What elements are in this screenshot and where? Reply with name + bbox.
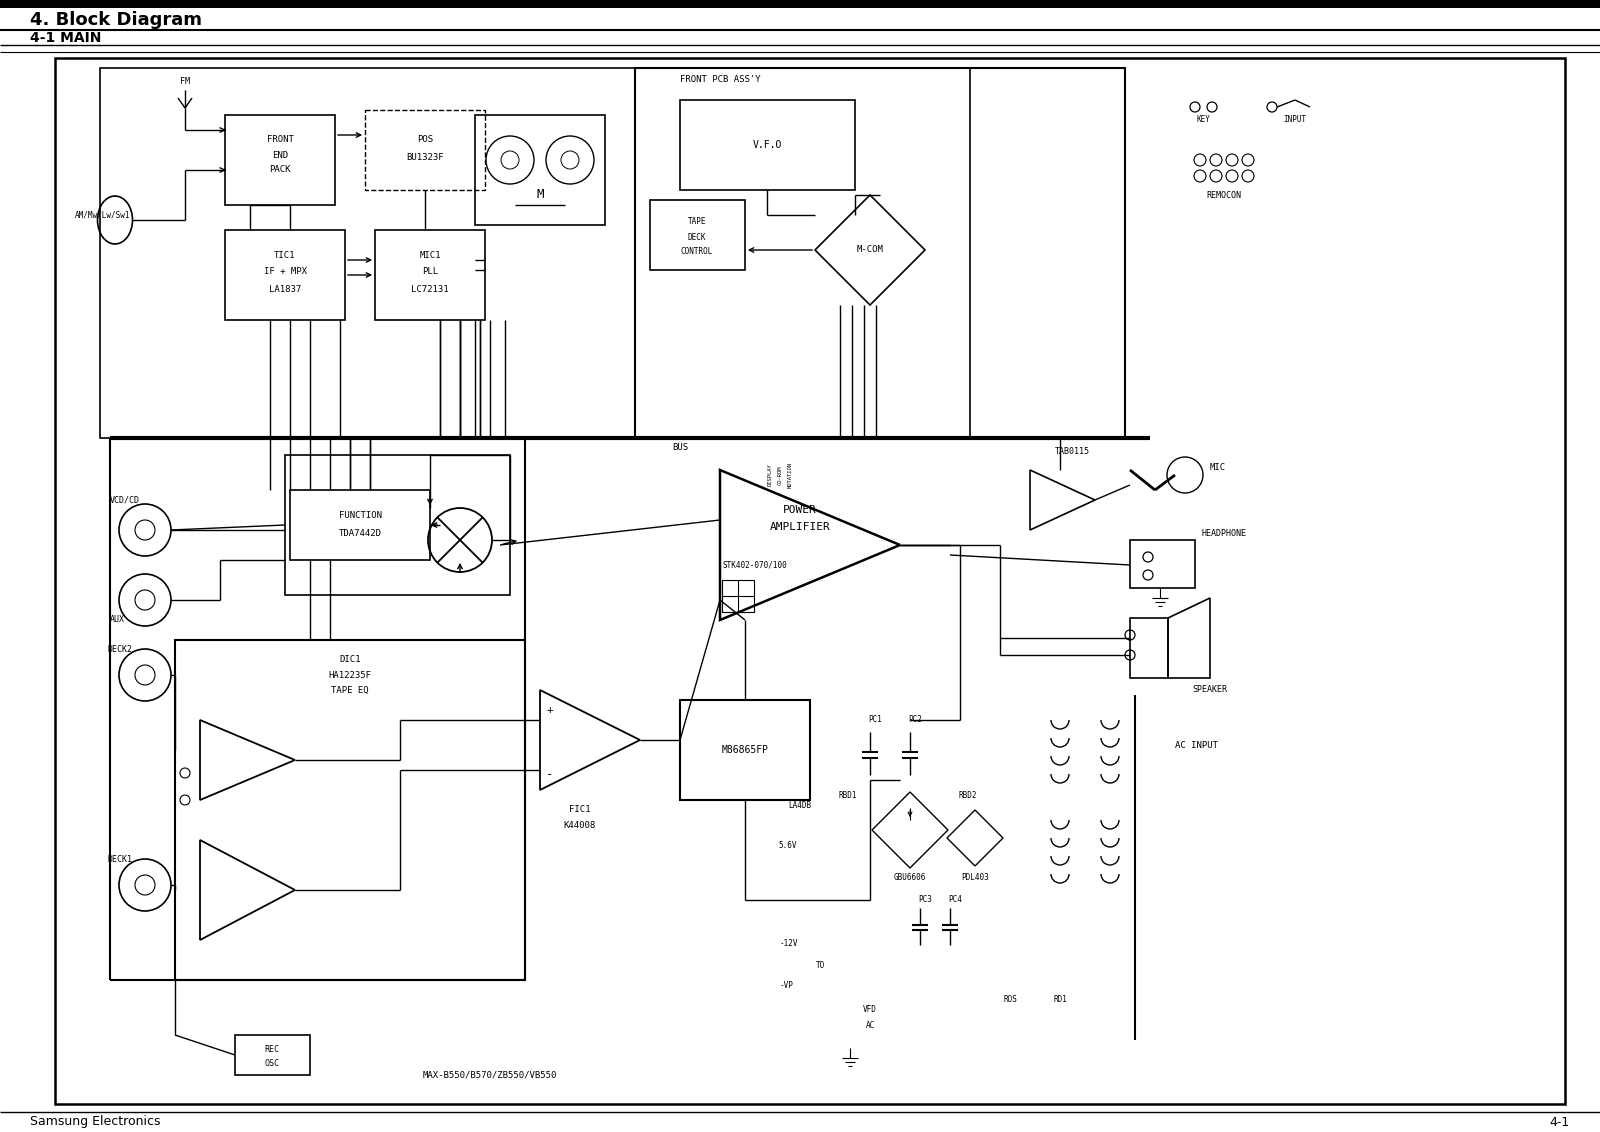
Bar xyxy=(99,68,970,438)
Text: M: M xyxy=(536,189,544,201)
Text: CONTROL: CONTROL xyxy=(682,248,714,257)
Text: LC72131: LC72131 xyxy=(411,284,450,293)
Text: FRONT: FRONT xyxy=(267,136,293,145)
Bar xyxy=(1130,618,1168,678)
Text: Samsung Electronics: Samsung Electronics xyxy=(30,1115,160,1129)
Bar xyxy=(226,230,346,320)
Text: RD1: RD1 xyxy=(1053,995,1067,1004)
Text: M86865FP: M86865FP xyxy=(722,745,768,755)
Text: AM/Mw/Lw/Sw1: AM/Mw/Lw/Sw1 xyxy=(75,211,131,220)
Text: AC: AC xyxy=(866,1021,875,1029)
Text: VCD/CD: VCD/CD xyxy=(110,496,141,505)
Text: BU1323F: BU1323F xyxy=(406,154,443,163)
Text: TAPE EQ: TAPE EQ xyxy=(331,686,370,695)
Text: DISPLAY: DISPLAY xyxy=(768,464,773,487)
Text: 4-1 MAIN: 4-1 MAIN xyxy=(30,31,101,45)
Text: NOTATION: NOTATION xyxy=(787,462,792,488)
Text: LA1837: LA1837 xyxy=(269,284,301,293)
Bar xyxy=(290,490,430,560)
Text: FIC1: FIC1 xyxy=(570,806,590,815)
Text: SPEAKER: SPEAKER xyxy=(1192,686,1227,695)
Bar xyxy=(635,68,1125,438)
Text: HEADPHONE: HEADPHONE xyxy=(1202,530,1246,539)
Text: M-COM: M-COM xyxy=(856,246,883,255)
Text: AUX: AUX xyxy=(110,616,125,625)
Text: END: END xyxy=(272,151,288,160)
Text: POS: POS xyxy=(418,136,434,145)
Bar xyxy=(1130,540,1195,588)
Bar xyxy=(365,110,485,190)
Text: V.F.O: V.F.O xyxy=(752,140,782,151)
Text: 4. Block Diagram: 4. Block Diagram xyxy=(30,11,202,29)
Bar xyxy=(722,580,754,612)
Text: STK402-070/100: STK402-070/100 xyxy=(723,560,787,569)
Text: MIC1: MIC1 xyxy=(419,250,440,259)
Text: LA4DB: LA4DB xyxy=(789,800,811,809)
Text: TO: TO xyxy=(816,960,824,969)
Text: KEY: KEY xyxy=(1197,115,1210,125)
Text: TAB0115: TAB0115 xyxy=(1054,447,1090,456)
Text: DECK: DECK xyxy=(688,232,706,241)
Text: FM: FM xyxy=(179,77,190,86)
Text: FRONT PCB ASS'Y: FRONT PCB ASS'Y xyxy=(680,76,760,85)
Text: GBU6606: GBU6606 xyxy=(894,874,926,883)
Text: AC INPUT: AC INPUT xyxy=(1174,740,1218,749)
Bar xyxy=(680,100,854,190)
Text: MAX-B550/B570/ZB550/VB550: MAX-B550/B570/ZB550/VB550 xyxy=(422,1071,557,1080)
Text: RBD1: RBD1 xyxy=(838,790,858,799)
Text: DECK2: DECK2 xyxy=(107,645,131,654)
Text: OSC: OSC xyxy=(264,1058,280,1067)
Text: 5.6V: 5.6V xyxy=(779,840,797,849)
Text: REC: REC xyxy=(264,1046,280,1055)
Text: DECK1: DECK1 xyxy=(107,856,131,865)
Text: -12V: -12V xyxy=(781,938,798,947)
Text: PC3: PC3 xyxy=(918,895,931,904)
Text: REMOCON: REMOCON xyxy=(1206,190,1242,199)
Text: CD-ROM: CD-ROM xyxy=(778,465,782,484)
Bar xyxy=(475,115,605,225)
Bar xyxy=(235,1035,310,1075)
Text: +: + xyxy=(547,705,554,715)
Text: 4-1: 4-1 xyxy=(1550,1115,1570,1129)
Bar xyxy=(650,200,746,271)
Bar xyxy=(680,700,810,800)
Text: DIC1: DIC1 xyxy=(339,655,360,664)
Bar xyxy=(285,455,510,595)
Text: AMPLIFIER: AMPLIFIER xyxy=(770,522,830,532)
Text: PC4: PC4 xyxy=(949,895,962,904)
Text: PC1: PC1 xyxy=(869,715,882,724)
Text: FUNCTION: FUNCTION xyxy=(339,511,381,520)
Bar xyxy=(0,0,1600,8)
Text: TAPE: TAPE xyxy=(688,217,706,226)
Text: IF + MPX: IF + MPX xyxy=(264,267,307,276)
Text: VFD: VFD xyxy=(862,1005,877,1014)
Text: HA12235F: HA12235F xyxy=(328,670,371,679)
Text: ROS: ROS xyxy=(1003,995,1018,1004)
Text: -: - xyxy=(546,769,554,781)
Text: TDA7442D: TDA7442D xyxy=(339,529,381,538)
Text: PACK: PACK xyxy=(269,165,291,174)
Bar xyxy=(374,230,485,320)
Text: PC2: PC2 xyxy=(909,715,922,724)
Text: K44008: K44008 xyxy=(563,821,597,830)
Text: PLL: PLL xyxy=(422,267,438,276)
Text: -VP: -VP xyxy=(781,980,794,989)
Text: RBD2: RBD2 xyxy=(958,790,978,799)
Bar xyxy=(174,640,525,980)
Bar xyxy=(226,115,334,205)
Text: TIC1: TIC1 xyxy=(274,250,296,259)
Text: BUS: BUS xyxy=(672,444,688,453)
Text: MIC: MIC xyxy=(1210,463,1226,472)
Text: PDL403: PDL403 xyxy=(962,874,989,883)
Text: INPUT: INPUT xyxy=(1283,115,1307,125)
Text: POWER: POWER xyxy=(782,505,818,515)
